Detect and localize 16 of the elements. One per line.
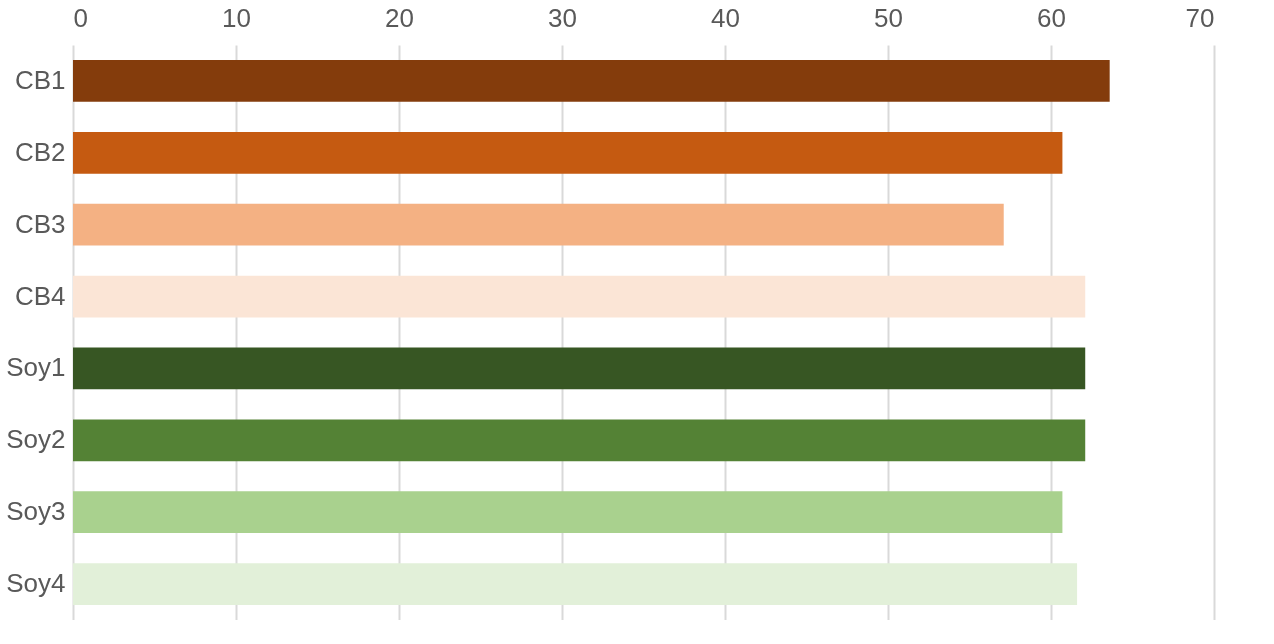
x-tick-label: 30 [548, 2, 577, 33]
x-tick-label: 20 [385, 2, 414, 33]
x-tick-label: 0 [73, 2, 88, 33]
y-tick-label: CB3 [14, 208, 66, 239]
y-tick-label: Soy2 [6, 424, 66, 455]
x-tick-label: 60 [1037, 2, 1066, 33]
x-tick-label: 50 [874, 2, 903, 33]
y-tick-label: Soy1 [6, 352, 66, 383]
y-tick-label: Soy3 [6, 496, 66, 527]
x-tick-label: 40 [711, 2, 740, 33]
y-tick-label: Soy4 [6, 568, 66, 599]
y-tick-label: CB2 [14, 136, 66, 167]
y-tick-label: CB1 [14, 64, 66, 95]
x-tick-label: 70 [1185, 2, 1215, 33]
x-tick-label: 10 [222, 2, 251, 33]
y-tick-label: CB4 [14, 280, 66, 311]
